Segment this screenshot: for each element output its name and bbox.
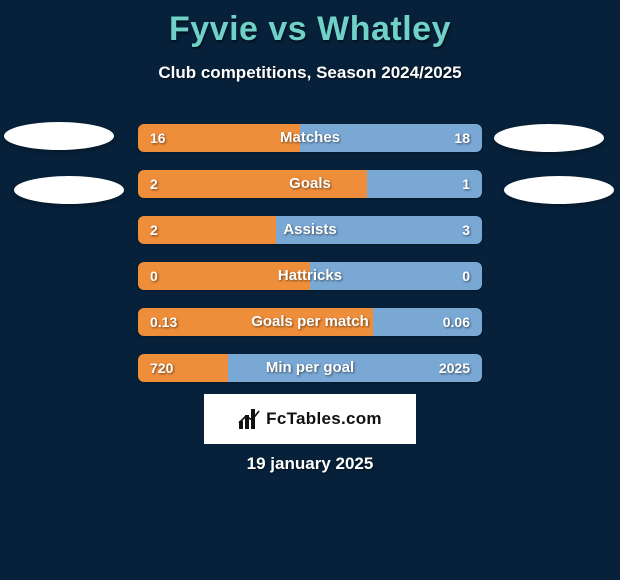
stat-label: Min per goal (138, 354, 482, 382)
logo-text: FcTables.com (266, 409, 382, 429)
page-subtitle: Club competitions, Season 2024/2025 (0, 63, 620, 83)
player-badge-3 (504, 176, 614, 204)
stat-label: Hattricks (138, 262, 482, 290)
player-badge-0 (4, 122, 114, 150)
page-title: Fyvie vs Whatley (0, 0, 620, 49)
stat-label: Goals per match (138, 308, 482, 336)
player-badge-1 (14, 176, 124, 204)
stat-row: 7202025Min per goal (138, 354, 482, 382)
stat-label: Matches (138, 124, 482, 152)
stat-row: 1618Matches (138, 124, 482, 152)
stat-row: 21Goals (138, 170, 482, 198)
site-logo: FcTables.com (204, 394, 416, 444)
stat-label: Assists (138, 216, 482, 244)
stat-rows-container: 1618Matches 21Goals 23Assists 00Hattricks 0.… (138, 124, 482, 400)
player-badge-2 (494, 124, 604, 152)
infographic-date: 19 january 2025 (0, 454, 620, 474)
stat-row: 00Hattricks (138, 262, 482, 290)
stat-row: 23Assists (138, 216, 482, 244)
stat-row: 0.130.06Goals per match (138, 308, 482, 336)
stat-label: Goals (138, 170, 482, 198)
logo-bars-icon (238, 409, 260, 429)
